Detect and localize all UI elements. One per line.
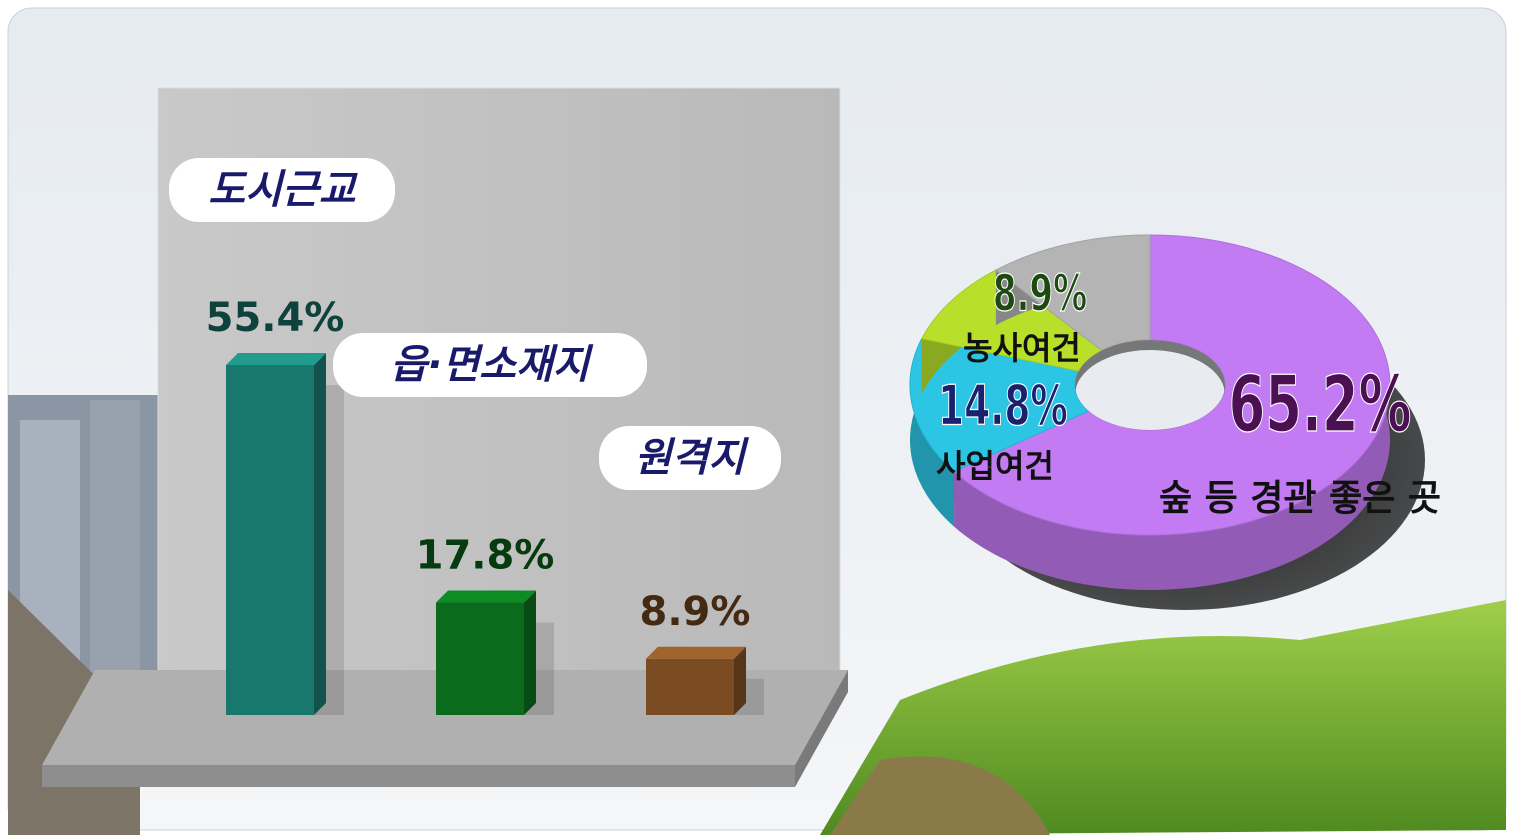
bar-side (734, 647, 746, 715)
bar-top (226, 353, 326, 365)
bar-top (646, 647, 746, 659)
building (90, 400, 140, 680)
value-label: 65.2% (1229, 359, 1412, 450)
value-label: 17.8% (416, 533, 555, 579)
value-label: 14.8% (938, 374, 1068, 438)
category-label: 농사여건 (963, 329, 1081, 367)
floor-edge (42, 765, 795, 787)
category-label: 사업여건 (936, 447, 1054, 485)
category-label: 도시근교 (208, 167, 358, 213)
value-label: 8.9% (993, 265, 1087, 323)
bar-front (226, 365, 314, 715)
bar-side (314, 353, 326, 715)
value-label: 8.9% (640, 589, 751, 635)
infographic: 55.4% 도시근교 17.8% 읍·면소재지 8.9% 원격지 65.2% 숲 등 경관 … (0, 0, 1514, 835)
bar-front (436, 603, 524, 715)
category-label: 읍·면소재지 (390, 342, 593, 388)
category-label: 원격지 (635, 435, 750, 481)
bar (226, 353, 326, 715)
bar (646, 647, 746, 715)
bar-top (436, 591, 536, 603)
category-label: 숲 등 경관 좋은 곳 (1159, 478, 1441, 519)
bar-front (646, 659, 734, 715)
bar (436, 591, 536, 715)
bar-side (524, 591, 536, 715)
value-label: 55.4% (206, 295, 345, 341)
